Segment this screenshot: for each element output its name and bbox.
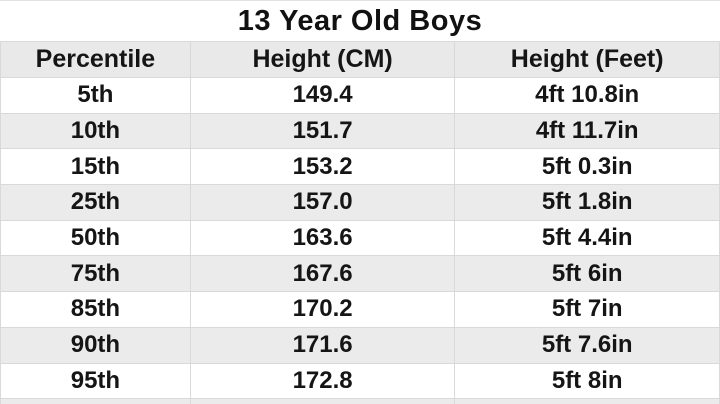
cell-height-feet: 4ft 11.7in (454, 112, 720, 150)
table-row: 50th 163.6 5ft 4.4in (0, 219, 720, 257)
cell-height-feet: 5ft 6in (454, 255, 720, 293)
cell-height-cm (189, 398, 456, 404)
table-row: 75th 167.6 5ft 6in (0, 255, 720, 293)
cell-height-cm: 171.6 (189, 326, 456, 364)
header-height-cm: Height (CM) (189, 41, 456, 78)
table-row: 95th 172.8 5ft 8in (0, 362, 720, 400)
cell-percentile: 5th (0, 77, 191, 114)
cell-height-feet: 4ft 10.8in (454, 77, 720, 114)
cell-percentile: 50th (0, 219, 191, 257)
table-header-row: Percentile Height (CM) Height (Feet) (0, 41, 720, 78)
cell-percentile: 85th (0, 291, 191, 328)
cell-height-cm: 153.2 (189, 148, 456, 186)
page-title: 13 Year Old Boys (237, 4, 483, 37)
cell-height-cm: 157.0 (189, 184, 456, 221)
table-row: 10th 151.7 4ft 11.7in (0, 112, 720, 150)
cell-height-feet: 5ft 1.8in (454, 184, 720, 221)
cell-height-cm: 167.6 (189, 255, 456, 293)
cell-height-feet (454, 398, 720, 404)
header-height-feet: Height (Feet) (454, 41, 720, 78)
cell-height-feet: 5ft 7in (454, 291, 720, 328)
cell-height-cm: 149.4 (189, 77, 456, 114)
header-percentile: Percentile (0, 41, 191, 78)
cell-percentile: 75th (0, 255, 191, 293)
cell-height-cm: 151.7 (189, 112, 456, 150)
cell-height-cm: 172.8 (189, 362, 456, 400)
cell-height-feet: 5ft 4.4in (454, 219, 720, 257)
cell-height-feet: 5ft 0.3in (454, 148, 720, 186)
table-row: 90th 171.6 5ft 7.6in (0, 326, 720, 364)
cell-percentile (0, 398, 191, 404)
cell-height-feet: 5ft 7.6in (454, 326, 720, 364)
title-bar: 13 Year Old Boys (0, 1, 720, 41)
cell-height-cm: 170.2 (189, 291, 456, 328)
table-row: 85th 170.2 5ft 7in (0, 291, 720, 328)
cell-percentile: 95th (0, 362, 191, 400)
table-row: 15th 153.2 5ft 0.3in (0, 148, 720, 186)
cell-percentile: 90th (0, 326, 191, 364)
cell-height-feet: 5ft 8in (454, 362, 720, 400)
percentile-height-table: Percentile Height (CM) Height (Feet) 5th… (0, 41, 720, 404)
table-row: 5th 149.4 4ft 10.8in (0, 77, 720, 114)
cell-percentile: 25th (0, 184, 191, 221)
table-row: 25th 157.0 5ft 1.8in (0, 184, 720, 221)
cell-percentile: 10th (0, 112, 191, 150)
cell-height-cm: 163.6 (189, 219, 456, 257)
cutoff-row (0, 398, 720, 404)
cell-percentile: 15th (0, 148, 191, 186)
